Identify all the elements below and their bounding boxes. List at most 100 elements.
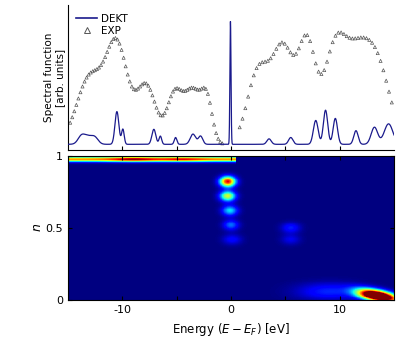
Point <box>273 46 280 51</box>
Point <box>324 59 330 65</box>
Point <box>96 65 102 70</box>
Point <box>104 49 110 55</box>
Point <box>248 82 254 88</box>
Point <box>155 110 162 115</box>
Point <box>122 63 129 69</box>
Point <box>215 136 221 141</box>
Point <box>170 89 176 94</box>
Point <box>112 35 119 41</box>
Point <box>304 32 310 38</box>
Point <box>116 41 123 46</box>
Point <box>276 42 282 47</box>
Point <box>312 61 319 66</box>
Point <box>250 72 257 78</box>
Point <box>198 86 205 91</box>
Point <box>293 51 299 57</box>
Point <box>270 51 277 57</box>
Point <box>192 86 199 91</box>
Point <box>75 96 82 101</box>
Point <box>265 58 271 63</box>
Point <box>377 58 384 63</box>
Point <box>129 84 135 89</box>
Point <box>172 86 178 91</box>
Point <box>131 87 137 92</box>
Point <box>69 115 76 120</box>
Point <box>158 112 164 118</box>
Point <box>209 111 215 117</box>
Point <box>153 105 160 110</box>
Point <box>166 99 172 105</box>
Point <box>268 56 274 61</box>
Point <box>108 39 114 45</box>
Point <box>73 102 80 108</box>
Point <box>358 35 364 40</box>
Point <box>110 36 116 42</box>
Point <box>81 79 88 84</box>
Point <box>389 100 395 105</box>
Point <box>92 67 98 73</box>
Point <box>190 85 197 90</box>
Point <box>321 67 328 73</box>
Point <box>205 91 211 97</box>
Point <box>207 100 213 106</box>
Point <box>242 105 248 111</box>
Point <box>118 47 125 53</box>
Point <box>67 120 73 126</box>
Point <box>100 59 106 64</box>
Point <box>372 44 378 50</box>
Point <box>201 85 207 90</box>
Point <box>298 38 305 44</box>
Point <box>366 37 372 43</box>
Point <box>133 87 139 92</box>
Point <box>318 71 324 77</box>
Point <box>279 40 285 45</box>
Point <box>180 88 186 94</box>
Point <box>380 68 386 73</box>
Point <box>164 106 170 111</box>
Point <box>330 39 336 45</box>
Point <box>135 86 141 91</box>
Point <box>332 33 339 38</box>
Point <box>106 44 112 49</box>
Point <box>310 49 316 55</box>
Point <box>151 99 158 104</box>
Point <box>360 35 367 40</box>
Point <box>213 130 219 136</box>
Point <box>236 125 243 130</box>
Point <box>383 78 389 83</box>
Point <box>341 31 347 37</box>
Point <box>120 55 127 60</box>
Point <box>184 87 190 92</box>
Point <box>282 41 288 47</box>
Point <box>124 72 131 77</box>
Point <box>287 50 294 55</box>
Point <box>363 36 370 41</box>
Point <box>147 87 154 92</box>
Point <box>284 45 291 50</box>
Point <box>77 89 84 95</box>
Point <box>374 50 381 56</box>
Point <box>349 36 356 41</box>
Point <box>296 46 302 51</box>
Point <box>335 30 342 36</box>
Legend: DEKT, EXP: DEKT, EXP <box>73 10 131 39</box>
Point <box>102 54 108 60</box>
Point <box>253 65 260 71</box>
Point <box>194 87 201 92</box>
Point <box>126 79 133 84</box>
Point <box>137 84 143 89</box>
Point <box>344 33 350 39</box>
Point <box>262 59 268 65</box>
Point <box>79 84 86 89</box>
Point <box>182 88 188 93</box>
Point <box>160 113 166 118</box>
Point <box>217 139 224 145</box>
Point <box>88 70 94 75</box>
Point <box>386 89 392 95</box>
Point <box>245 94 251 99</box>
Point <box>176 86 182 92</box>
Point <box>239 116 246 121</box>
Point <box>90 68 96 74</box>
Point <box>168 93 174 99</box>
Point <box>98 62 104 68</box>
